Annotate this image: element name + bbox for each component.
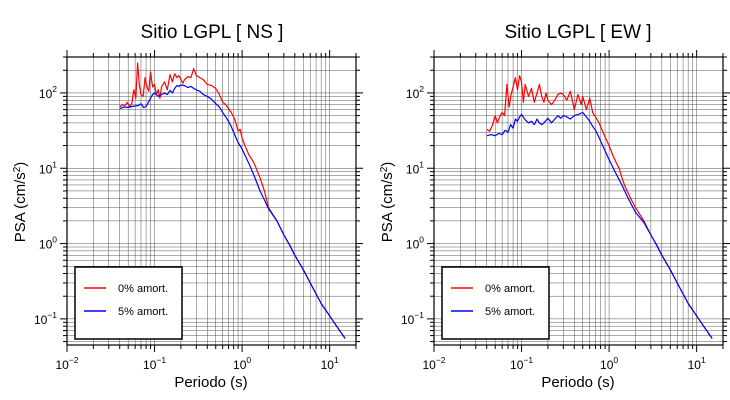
tick-marks	[427, 50, 730, 352]
series-line-1	[119, 84, 346, 339]
x-tick-label: 10−1	[510, 355, 533, 372]
x-axis-label: Periodo (s)	[541, 374, 614, 391]
y-tick-label: 101	[39, 159, 57, 176]
legend-label-0: 0% amort.	[485, 283, 535, 295]
x-tick-label: 10−2	[55, 355, 78, 372]
series-layer	[119, 62, 346, 339]
tick-marks	[60, 50, 363, 352]
x-tick-label: 101	[321, 355, 339, 372]
legend-box	[74, 266, 183, 340]
y-tick-label: 101	[406, 159, 424, 176]
legend-label-1: 5% amort.	[118, 306, 168, 318]
chart-panel-ns: Sitio LGPL [ NS ] 10−2 10−1 100 101 10−1 100…	[12, 22, 363, 391]
y-tick-label: 100	[39, 235, 57, 252]
y-axis-label-main: PSA (cm/s	[12, 172, 29, 242]
legend: 0% amort. 5% amort.	[74, 266, 183, 340]
legend-label-0: 0% amort.	[118, 283, 168, 295]
x-tick-label: 10−2	[422, 355, 445, 372]
x-tick-label: 101	[688, 355, 706, 372]
y-tick-labels: 10−1 100 101 102	[401, 84, 424, 327]
y-tick-label: 100	[406, 235, 424, 252]
y-axis-label: PSA (cm/s2)	[379, 162, 397, 243]
y-axis-label: PSA (cm/s2)	[12, 162, 30, 243]
x-tick-label: 100	[600, 355, 618, 372]
y-axis-label-tail: )	[379, 162, 396, 167]
y-tick-label: 10−1	[401, 310, 424, 327]
series-layer	[486, 74, 713, 339]
x-tick-label: 10−1	[143, 355, 166, 372]
y-tick-label: 102	[39, 84, 57, 101]
y-axis-label-superscript: 2	[379, 166, 390, 172]
y-axis-label-main: PSA (cm/s	[379, 172, 396, 242]
chart-title: Sitio LGPL [ NS ]	[141, 22, 284, 43]
y-tick-labels: 10−1 100 101 102	[34, 84, 57, 327]
series-line-0	[486, 74, 713, 339]
x-tick-label: 100	[233, 355, 251, 372]
y-tick-label: 102	[406, 84, 424, 101]
plot-frame	[433, 56, 724, 346]
grid-lines	[433, 56, 724, 345]
chart-panel-ew: Sitio LGPL [ EW ] 10−2 10−1 100 101 10−1 100…	[379, 22, 730, 391]
x-axis-label: Periodo (s)	[174, 374, 247, 391]
series-line-0	[119, 62, 346, 339]
y-axis-label-superscript: 2	[12, 166, 23, 172]
y-axis-label-tail: )	[12, 162, 29, 167]
x-tick-labels: 10−2 10−1 100 101	[422, 355, 705, 372]
y-tick-label: 10−1	[34, 310, 57, 327]
legend-label-1: 5% amort.	[485, 306, 535, 318]
legend: 0% amort. 5% amort.	[441, 266, 550, 340]
legend-box	[441, 266, 550, 340]
series-line-1	[486, 111, 713, 339]
chart-title: Sitio LGPL [ EW ]	[504, 22, 651, 43]
grid-lines	[66, 56, 357, 345]
plot-frame	[66, 56, 357, 346]
x-tick-labels: 10−2 10−1 100 101	[55, 355, 338, 372]
